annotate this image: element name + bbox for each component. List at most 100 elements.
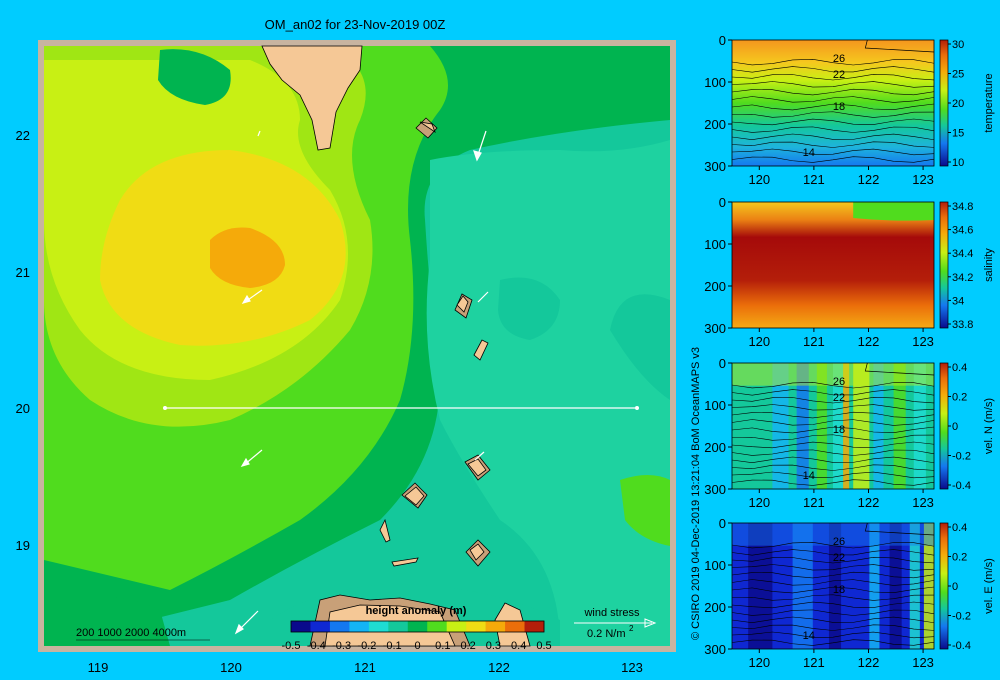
colorbar-tick: 34.4 — [952, 248, 973, 260]
section-x-tick: 123 — [912, 655, 934, 670]
contour-line — [731, 59, 935, 66]
contour-line — [731, 411, 935, 419]
map-x-tick: 122 — [488, 660, 510, 675]
colorbar-swatch — [505, 621, 525, 632]
section-x-tick: 121 — [803, 334, 825, 349]
section-x-tick: 122 — [858, 172, 880, 187]
contour-line — [731, 382, 935, 389]
contour-line — [731, 148, 935, 156]
colorbar-swatch — [368, 621, 389, 632]
colorbar-tick: -0.4 — [307, 640, 326, 652]
section-x-tick: 123 — [912, 495, 934, 510]
contour-line — [731, 389, 935, 396]
contour-line — [731, 449, 935, 456]
map-title: OM_an02 for 23-Nov-2019 00Z — [265, 17, 446, 32]
map-y-tick: 19 — [16, 538, 30, 553]
section-field — [732, 202, 934, 328]
contour-line — [731, 571, 935, 579]
colorbar-tick: 34.8 — [952, 201, 973, 213]
colorbar-tick: 0.2 — [460, 640, 475, 652]
contour-label: 22 — [833, 552, 845, 564]
colorbar-tick: 33.8 — [952, 319, 973, 331]
section-panel: 26 22 18 14 0 100 200 300 120 121 122 123 0.4 0.2 0 -0.… — [704, 516, 995, 670]
map-y-tick: 22 — [16, 128, 30, 143]
contour-line — [731, 639, 935, 646]
colorbar-tick: -0.2 — [952, 451, 971, 463]
section-colorbar — [939, 522, 949, 650]
contour-line — [731, 557, 935, 564]
colorbar-tick: -0.4 — [952, 640, 971, 652]
contour-line — [731, 609, 935, 616]
section-colorbar — [939, 39, 949, 167]
contour-line — [731, 96, 935, 103]
colorbar-label: temperature — [983, 73, 995, 132]
colorbar-tick: 34 — [952, 295, 964, 307]
svg-text:height anomaly (m): height anomaly (m) — [366, 605, 467, 617]
contour-line — [731, 579, 935, 586]
contour-line — [731, 397, 935, 404]
colorbar-tick: 0.5 — [536, 640, 551, 652]
section-x-tick: 121 — [803, 655, 825, 670]
svg-text:200 1000 2000 4000m: 200 1000 2000 4000m — [76, 627, 186, 639]
section-y-tick: 0 — [719, 356, 726, 371]
contour-line — [731, 126, 935, 133]
section-panel: 0 100 200 300 120 121 122 123 34.8 34.6 34.4 34.2 34… — [704, 195, 995, 349]
depth-legend: 200 1000 2000 4000m — [76, 627, 210, 641]
section-line — [163, 406, 639, 410]
colorbar-label: vel. E (m/s) — [983, 558, 995, 614]
contour-line — [731, 594, 935, 601]
section-x-tick: 122 — [858, 334, 880, 349]
contour-line — [731, 66, 935, 73]
colorbar-swatch — [388, 621, 409, 632]
colorbar-tick: 20 — [952, 98, 964, 110]
contour-line — [731, 631, 935, 639]
contour-line — [731, 419, 935, 426]
section-colorbar — [939, 362, 949, 490]
colorbar-swatch — [446, 621, 467, 632]
colorbar-swatch — [427, 621, 447, 632]
contour-line — [731, 103, 935, 111]
map-x-axis: 119 120 121 122 123 — [88, 660, 643, 675]
section-x-tick: 120 — [748, 655, 770, 670]
section-y-tick: 100 — [704, 558, 726, 573]
section-y-tick: 100 — [704, 237, 726, 252]
wind-stress-legend: wind stress 0.2 N/m 2 — [574, 607, 657, 640]
colorbar-tick: 0 — [952, 581, 958, 593]
colorbar-tick: -0.5 — [282, 640, 301, 652]
section-x-tick: 121 — [803, 172, 825, 187]
colorbar-tick: 10 — [952, 157, 964, 169]
colorbar-swatch — [466, 621, 486, 632]
section-x-tick: 122 — [858, 655, 880, 670]
section-x-tick: 123 — [912, 172, 934, 187]
section-y-tick: 300 — [704, 159, 726, 174]
contour-line — [731, 624, 935, 631]
side-credit-label: © CSIRO 2019 04-Dec-2019 13:21:04 BoM Oc… — [690, 347, 702, 640]
contour-line — [731, 564, 935, 571]
colorbar-tick: -0.3 — [332, 640, 351, 652]
section-y-tick: 100 — [704, 75, 726, 90]
colorbar-tick: 34.6 — [952, 225, 973, 237]
colorbar-tick: 34.2 — [952, 272, 973, 284]
contour-line — [731, 88, 935, 96]
section-panel: 26 22 18 14 0 100 200 300 120 121 122 123 30 25 20 15 10… — [704, 33, 995, 187]
contour-line — [731, 549, 935, 556]
colorbar-tick: 0.2 — [952, 552, 967, 564]
contour-line — [731, 434, 935, 441]
contour-label: 26 — [833, 376, 845, 388]
contour-line — [731, 141, 935, 148]
section-y-tick: 300 — [704, 642, 726, 657]
section-y-tick: 100 — [704, 398, 726, 413]
contour-line — [731, 74, 935, 81]
map-y-axis: 22 21 20 19 — [16, 128, 30, 553]
contour-line — [731, 479, 935, 486]
section-colorbar — [939, 201, 949, 329]
contour-line — [731, 464, 935, 471]
contour-line — [731, 441, 935, 449]
section-x-tick: 120 — [748, 495, 770, 510]
section-x-tick: 120 — [748, 334, 770, 349]
contour-line — [731, 616, 935, 624]
contour-line — [731, 404, 935, 411]
colorbar-label: salinity — [983, 248, 995, 282]
